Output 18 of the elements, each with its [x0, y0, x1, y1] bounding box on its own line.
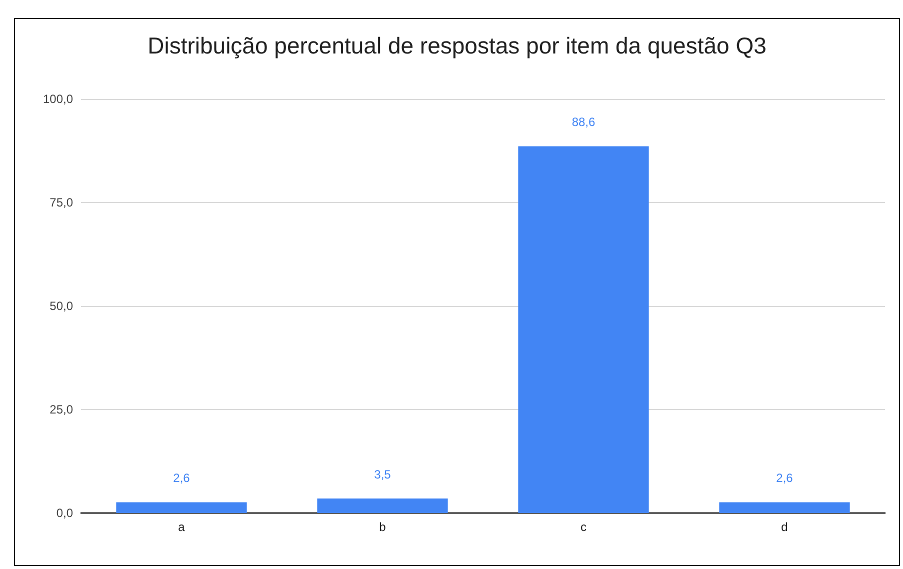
bar	[317, 498, 448, 513]
data-label: 3,5	[374, 468, 392, 482]
data-label: 88,6	[572, 115, 596, 130]
bar	[518, 146, 649, 513]
bar	[116, 502, 247, 513]
x-tick-label: d	[781, 520, 788, 534]
chart-title: Distribuição percentual de respostas por item da questão Q3	[148, 32, 766, 58]
x-tick-label: b	[379, 520, 386, 534]
y-tick-label: 75,0	[50, 196, 74, 210]
y-tick-label: 0,0	[56, 506, 74, 520]
data-label: 2,6	[776, 471, 794, 486]
data-label: 2,6	[173, 471, 190, 486]
x-tick-label: a	[178, 520, 186, 534]
y-tick-label: 50,0	[50, 299, 74, 313]
y-tick-label: 100,0	[42, 92, 74, 106]
bar	[719, 502, 850, 513]
x-tick-label: c	[580, 520, 586, 534]
y-tick-label: 25,0	[50, 402, 74, 416]
